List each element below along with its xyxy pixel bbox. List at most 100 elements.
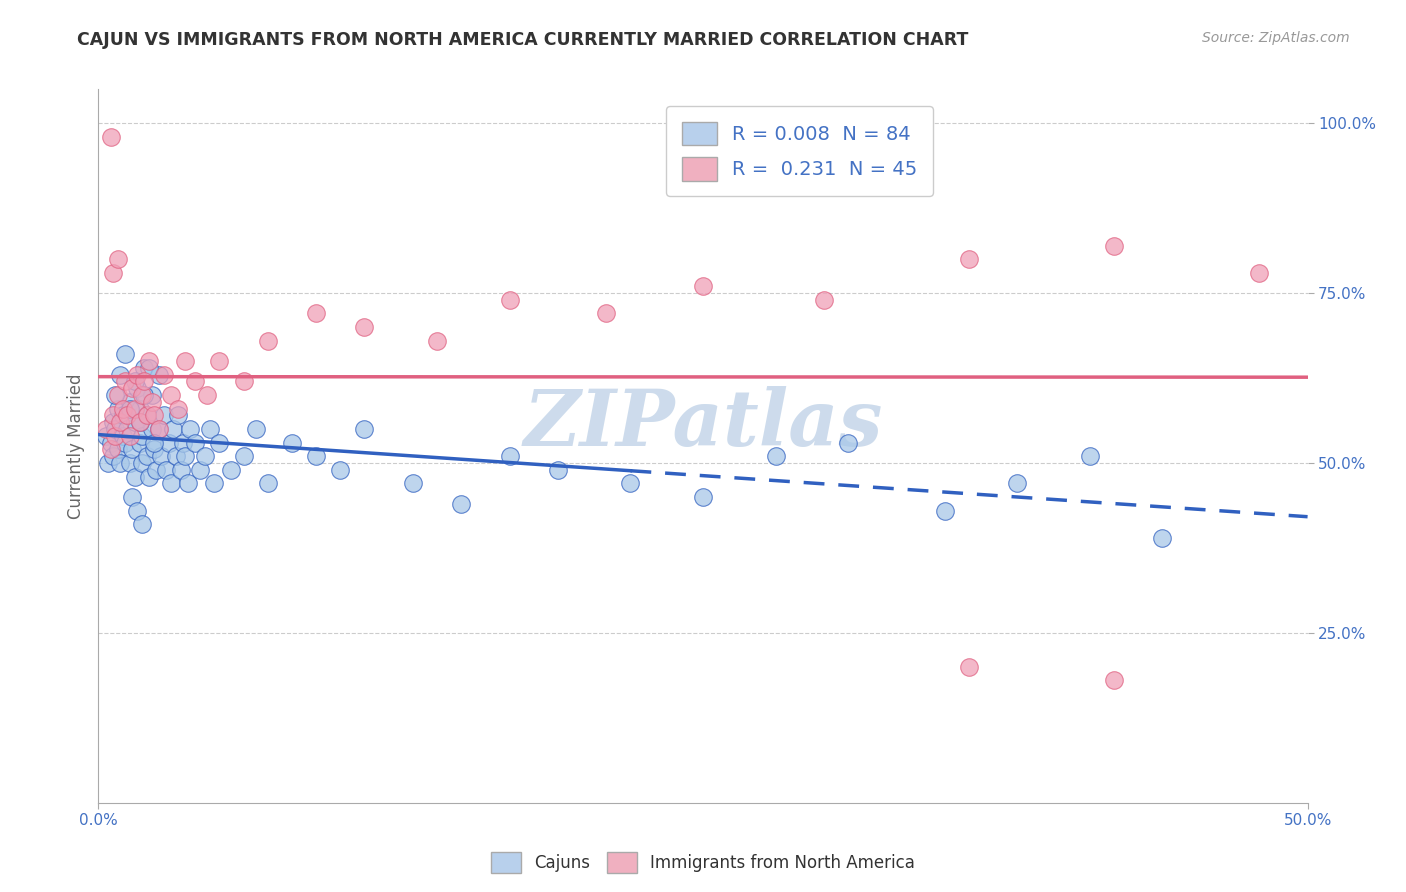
Point [131,456,153,470]
Point [184,435,207,450]
Point [114,375,136,389]
Point [127,368,149,382]
Point [143,442,166,457]
Point [167,401,190,416]
Point [143,409,166,423]
Point [128,415,150,429]
Point [619,476,641,491]
Point [1152,531,1174,545]
Point [111,429,134,443]
Point [162,422,184,436]
Point [118,429,141,443]
Point [402,476,425,491]
Point [118,401,141,416]
Point [100,129,122,144]
Point [204,476,226,491]
Point [101,409,124,423]
Point [104,429,127,443]
Point [174,449,197,463]
Point [450,497,472,511]
Point [104,422,127,436]
Point [111,409,134,423]
Point [353,320,375,334]
Legend: R = 0.008  N = 84, R =  0.231  N = 45: R = 0.008 N = 84, R = 0.231 N = 45 [666,106,934,196]
Point [131,388,153,402]
Point [127,503,149,517]
Y-axis label: Currently Married: Currently Married [66,373,84,519]
Point [141,388,163,402]
Point [100,442,122,457]
Point [135,409,157,423]
Point [221,463,243,477]
Point [128,415,150,429]
Point [498,449,520,463]
Point [118,456,141,470]
Point [160,388,183,402]
Point [128,401,150,416]
Point [124,375,146,389]
Point [152,368,174,382]
Point [134,375,156,389]
Point [1102,673,1125,688]
Point [256,334,278,348]
Point [134,388,156,402]
Point [329,463,352,477]
Point [145,463,167,477]
Point [155,463,177,477]
Point [141,422,163,436]
Point [1249,266,1271,280]
Point [152,409,174,423]
Point [138,469,160,483]
Point [138,354,160,368]
Point [245,422,267,436]
Point [174,354,197,368]
Text: CAJUN VS IMMIGRANTS FROM NORTH AMERICA CURRENTLY MARRIED CORRELATION CHART: CAJUN VS IMMIGRANTS FROM NORTH AMERICA C… [77,31,969,49]
Point [195,388,218,402]
Point [179,422,201,436]
Point [127,381,149,395]
Point [148,422,170,436]
Point [148,422,170,436]
Point [157,435,180,450]
Point [194,449,217,463]
Point [117,409,139,423]
Point [692,279,714,293]
Point [208,435,231,450]
Point [837,435,859,450]
Point [165,449,187,463]
Point [957,660,980,674]
Point [97,456,120,470]
Point [305,449,328,463]
Point [595,306,617,320]
Point [208,354,231,368]
Point [188,463,211,477]
Point [124,415,146,429]
Point [138,360,160,375]
Point [232,449,254,463]
Point [177,476,200,491]
Point [232,375,254,389]
Point [118,394,141,409]
Point [426,334,449,348]
Point [108,368,131,382]
Legend: Cajuns, Immigrants from North America: Cajuns, Immigrants from North America [484,846,922,880]
Point [813,293,835,307]
Point [107,401,129,416]
Point [353,422,375,436]
Point [94,422,117,436]
Point [111,401,134,416]
Point [101,415,124,429]
Point [108,415,131,429]
Point [184,375,207,389]
Point [101,449,124,463]
Point [692,490,714,504]
Point [765,449,787,463]
Point [1007,476,1029,491]
Point [135,449,157,463]
Point [281,435,304,450]
Point [134,360,156,375]
Point [131,429,153,443]
Point [114,347,136,361]
Text: Source: ZipAtlas.com: Source: ZipAtlas.com [1202,31,1350,45]
Point [121,442,143,457]
